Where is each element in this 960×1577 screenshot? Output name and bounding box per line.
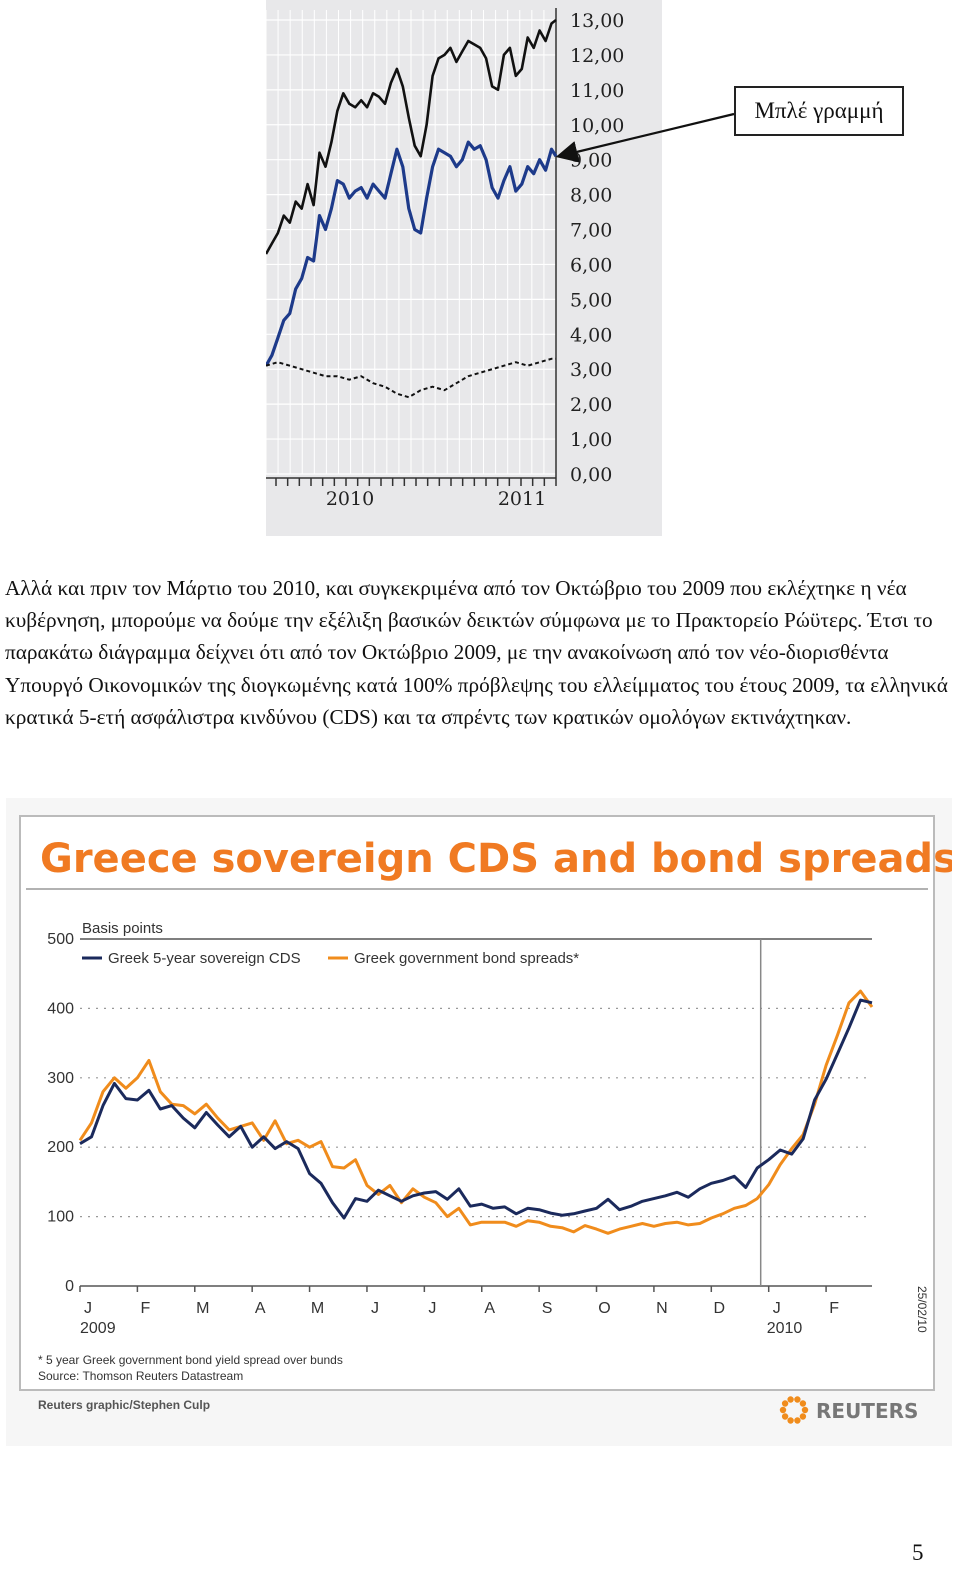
chart1-x-tick-label: 2011 xyxy=(498,488,546,510)
chart2-month-label: A xyxy=(484,1300,495,1317)
chart1-y-tick-label: 0,00 xyxy=(570,464,612,486)
chart2-ylabel: Basis points xyxy=(82,920,163,937)
chart1-y-tick-label: 7,00 xyxy=(570,220,612,242)
chart2-month-label: A xyxy=(255,1300,266,1317)
chart2-source: Source: Thomson Reuters Datastream xyxy=(38,1369,243,1383)
chart2-y-tick-label: 200 xyxy=(47,1139,74,1156)
chart2-month-label: O xyxy=(598,1300,610,1317)
chart2-credit: Reuters graphic/Stephen Culp xyxy=(38,1398,210,1412)
chart1-y-tick-label: 10,00 xyxy=(570,115,624,137)
chart2-month-label: N xyxy=(656,1300,668,1317)
legend-label-cds: Greek 5-year sovereign CDS xyxy=(108,950,301,967)
chart1-series-line-1 xyxy=(266,18,557,255)
chart2-date-label: 25/02/10 xyxy=(915,1286,929,1333)
callout-box: Μπλέ γραμμή xyxy=(734,86,904,136)
chart2-month-label: M xyxy=(196,1300,209,1317)
reuters-logo-dot xyxy=(787,1417,794,1424)
chart1-x-tick-label: 2010 xyxy=(326,488,374,510)
chart2-month-label: J xyxy=(84,1300,92,1317)
chart2-year-label: 2009 xyxy=(80,1320,116,1337)
reuters-logo-dot xyxy=(794,1417,801,1424)
reuters-logo-wordmark: REUTERS xyxy=(816,1399,918,1423)
chart2-y-tick-label: 300 xyxy=(47,1070,74,1087)
chart1-y-tick-label: 1,00 xyxy=(570,429,612,451)
yield-chart: 13,00 12,00 11,00 10,00 9,00 8,00 7,00 6,00 5,00… xyxy=(266,0,662,536)
chart1-y-tick-label: 12,00 xyxy=(570,45,624,67)
series-line-bond-spreads xyxy=(78,989,874,1235)
reuters-logo-dot xyxy=(801,1406,809,1414)
reuters-logo-dot xyxy=(787,1396,794,1403)
reuters-logo-dot xyxy=(794,1396,801,1403)
callout-label: Μπλέ γραμμή xyxy=(754,98,884,123)
reuters-logo-dot xyxy=(799,1400,807,1407)
reuters-logo-dot xyxy=(799,1413,807,1420)
chart2-title: Greece sovereign CDS and bond spreads xyxy=(40,836,952,882)
chart2-month-label: J xyxy=(773,1300,781,1317)
reuters-logo-dot xyxy=(781,1413,789,1420)
chart1-series-line-2 xyxy=(266,140,558,367)
chart2-y-tick-label: 400 xyxy=(47,1000,74,1017)
chart1-series-line-3 xyxy=(266,357,556,399)
chart1-y-tick-label: 2,00 xyxy=(570,394,612,416)
body-paragraph: Αλλά και πριν τον Μάρτιο του 2010, και σ… xyxy=(5,576,948,729)
chart2-month-label: F xyxy=(829,1300,839,1317)
page-number: 5 xyxy=(912,1540,924,1565)
chart1-y-tick-label: 9,00 xyxy=(570,150,612,172)
reuters-logo-dot xyxy=(779,1406,787,1414)
reuters-logo-dot xyxy=(781,1400,789,1407)
chart1-y-tick-label: 5,00 xyxy=(570,289,612,311)
chart1-y-tick-label: 3,00 xyxy=(570,359,612,381)
chart1-y-tick-label: 11,00 xyxy=(570,80,624,102)
chart2-y-tick-label: 0 xyxy=(65,1278,74,1295)
chart2-month-label: F xyxy=(141,1300,151,1317)
chart1-y-tick-label: 13,00 xyxy=(570,10,624,32)
series-line-cds xyxy=(79,998,873,1220)
chart2-month-label: M xyxy=(311,1300,324,1317)
chart2-year-label: 2010 xyxy=(767,1320,803,1337)
chart2-month-label: S xyxy=(542,1300,553,1317)
chart2-y-tick-label: 500 xyxy=(47,931,74,948)
chart1-y-tick-label: 4,00 xyxy=(570,324,612,346)
chart2-month-label: J xyxy=(371,1300,379,1317)
chart1-y-tick-label: 6,00 xyxy=(570,254,612,276)
chart2-footnote: * 5 year Greek government bond yield spr… xyxy=(38,1353,343,1367)
chart2-month-label: J xyxy=(428,1300,436,1317)
chart2-y-tick-label: 100 xyxy=(47,1209,74,1226)
chart2-month-label: D xyxy=(714,1300,726,1317)
legend-label-bond: Greek government bond spreads* xyxy=(354,950,579,967)
cds-chart: Greece sovereign CDS and bond spreads Bas… xyxy=(6,798,952,1446)
reuters-logo: REUTERS xyxy=(779,1396,918,1424)
chart1-y-tick-label: 8,00 xyxy=(570,185,612,207)
